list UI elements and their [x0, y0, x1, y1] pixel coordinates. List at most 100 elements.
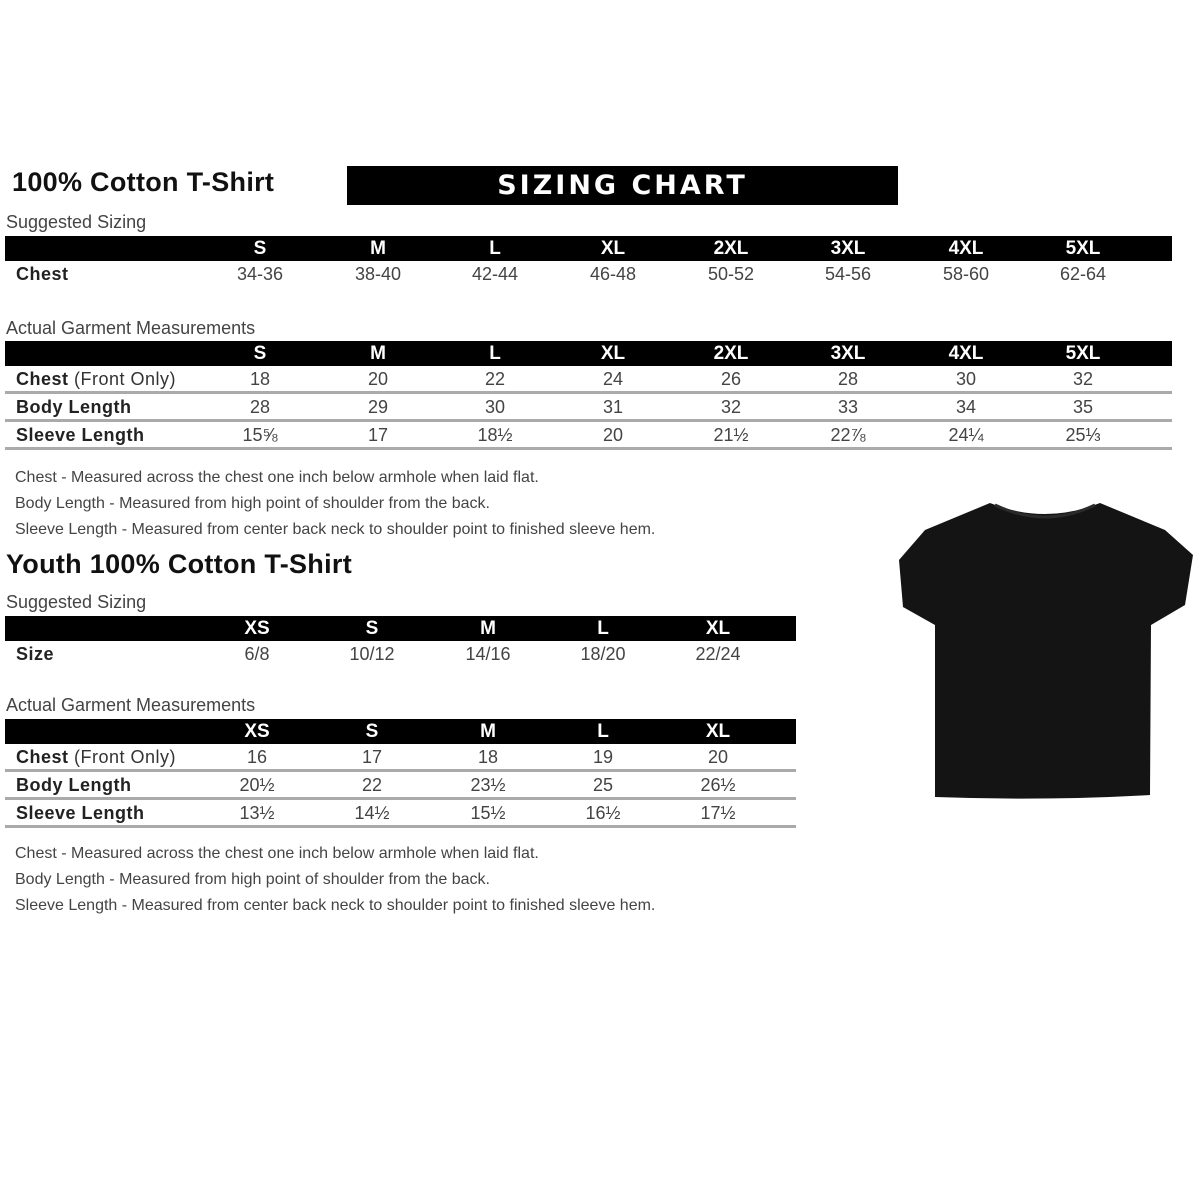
adult-suggested-table: S M L XL 2XL 3XL 4XL 5XL Chest 34-36 38-40 42-44 46-…	[5, 236, 1172, 289]
table-cell: 20	[707, 747, 729, 767]
adult-note: Chest - Measured across the chest one in…	[15, 469, 539, 486]
adult-measurements-label: Actual Garment Measurements	[6, 318, 256, 338]
size-header: S	[365, 721, 379, 742]
table-cell: 35	[1072, 397, 1094, 417]
row-label: Body Length	[16, 394, 132, 421]
size-header: 4XL	[948, 238, 984, 259]
table-cell: 14½	[354, 803, 390, 823]
table-cell: 15⅝	[242, 425, 278, 445]
table-cell: 23½	[470, 775, 506, 795]
adult-suggested-label: Suggested Sizing	[6, 212, 147, 232]
table-cell: 17	[361, 747, 383, 767]
size-header-row: XS S M L XL	[5, 719, 796, 744]
size-header: 2XL	[713, 343, 749, 364]
table-cell: 18	[477, 747, 499, 767]
table-cell: 6/8	[244, 644, 270, 664]
youth-measurements-table: XS S M L XL Chest (Front Only) 16 17 18 19 20 Body …	[5, 719, 796, 828]
table-cell: 16	[246, 747, 268, 767]
table-cell: 62-64	[1059, 264, 1107, 284]
row-label-text: Body Length	[16, 775, 132, 795]
size-header: S	[253, 238, 267, 259]
table-cell: 20½	[239, 775, 275, 795]
table-cell: 22	[361, 775, 383, 795]
adult-note: Sleeve Length - Measured from center bac…	[15, 521, 656, 538]
size-header: M	[480, 721, 496, 742]
table-cell: 20	[602, 425, 624, 445]
size-header: 3XL	[830, 343, 866, 364]
table-cell: 25⅓	[1065, 425, 1101, 445]
table-cell: 28	[249, 397, 271, 417]
table-cell: 16½	[585, 803, 621, 823]
table-cell: 25	[592, 775, 614, 795]
table-row: Chest 34-36 38-40 42-44 46-48 50-52 54-56 58-60…	[5, 261, 1172, 289]
row-label: Chest	[16, 261, 69, 288]
sizing-chart-banner: SIZING CHART	[347, 166, 898, 205]
table-cell: 15½	[470, 803, 506, 823]
table-cell: 30	[484, 397, 506, 417]
table-cell: 18½	[477, 425, 513, 445]
table-cell: 21½	[713, 425, 749, 445]
row-label: Sleeve Length	[16, 422, 145, 449]
table-cell: 26	[720, 369, 742, 389]
table-row: Chest (Front Only) 18 20 22 24 26 28 30 32	[5, 366, 1172, 394]
table-cell: 17	[367, 425, 389, 445]
table-cell: 22/24	[695, 644, 741, 664]
youth-suggested-label: Suggested Sizing	[6, 592, 147, 612]
table-cell: 18	[249, 369, 271, 389]
table-cell: 20	[367, 369, 389, 389]
table-row: Size 6/8 10/12 14/16 18/20 22/24	[5, 641, 796, 669]
table-cell: 30	[955, 369, 977, 389]
row-label-note: (Front Only)	[68, 747, 177, 767]
row-label-text: Body Length	[16, 397, 132, 417]
size-header-row: S M L XL 2XL 3XL 4XL 5XL	[5, 341, 1172, 366]
table-cell: 24¼	[948, 425, 984, 445]
table-cell: 19	[592, 747, 614, 767]
row-label-text: Sleeve Length	[16, 425, 145, 445]
row-label-text: Size	[16, 644, 55, 664]
table-cell: 28	[837, 369, 859, 389]
youth-note: Body Length - Measured from high point o…	[15, 871, 490, 888]
row-label-text: Chest	[16, 264, 69, 284]
size-header: L	[597, 618, 609, 639]
adult-note: Body Length - Measured from high point o…	[15, 495, 490, 512]
row-label-text: Chest	[16, 369, 69, 389]
table-cell: 54-56	[824, 264, 872, 284]
size-header: 5XL	[1065, 343, 1101, 364]
size-header: 5XL	[1065, 238, 1101, 259]
row-label: Sleeve Length	[16, 800, 145, 827]
size-header: XS	[244, 618, 270, 639]
row-label: Body Length	[16, 772, 132, 799]
youth-note: Sleeve Length - Measured from center bac…	[15, 897, 656, 914]
size-header: 3XL	[830, 238, 866, 259]
size-header: XL	[705, 721, 731, 742]
table-cell: 34	[955, 397, 977, 417]
size-header: S	[365, 618, 379, 639]
table-cell: 14/16	[465, 644, 511, 664]
table-cell: 29	[367, 397, 389, 417]
table-row: Chest (Front Only) 16 17 18 19 20	[5, 744, 796, 772]
table-cell: 22⅞	[830, 425, 866, 445]
table-cell: 46-48	[589, 264, 637, 284]
table-cell: 24	[602, 369, 624, 389]
size-header: M	[370, 343, 386, 364]
size-header: XL	[600, 238, 626, 259]
table-cell: 13½	[239, 803, 275, 823]
table-cell: 31	[602, 397, 624, 417]
size-header: 2XL	[713, 238, 749, 259]
table-cell: 33	[837, 397, 859, 417]
table-row: Sleeve Length 13½ 14½ 15½ 16½ 17½	[5, 800, 796, 828]
table-cell: 42-44	[471, 264, 519, 284]
size-header: 4XL	[948, 343, 984, 364]
size-header-row: S M L XL 2XL 3XL 4XL 5XL	[5, 236, 1172, 261]
table-cell: 22	[484, 369, 506, 389]
youth-measurements-label: Actual Garment Measurements	[6, 695, 256, 715]
table-cell: 26½	[700, 775, 736, 795]
row-label-note: (Front Only)	[68, 369, 177, 389]
size-header: XL	[705, 618, 731, 639]
table-cell: 38-40	[354, 264, 402, 284]
table-row: Body Length 28 29 30 31 32 33 34 35	[5, 394, 1172, 422]
table-row: Sleeve Length 15⅝ 17 18½ 20 21½ 22⅞ 24¼ 25⅓	[5, 422, 1172, 450]
youth-title: Youth 100% Cotton T-Shirt	[6, 549, 352, 579]
row-label: Chest (Front Only)	[16, 744, 176, 771]
table-cell: 50-52	[707, 264, 755, 284]
